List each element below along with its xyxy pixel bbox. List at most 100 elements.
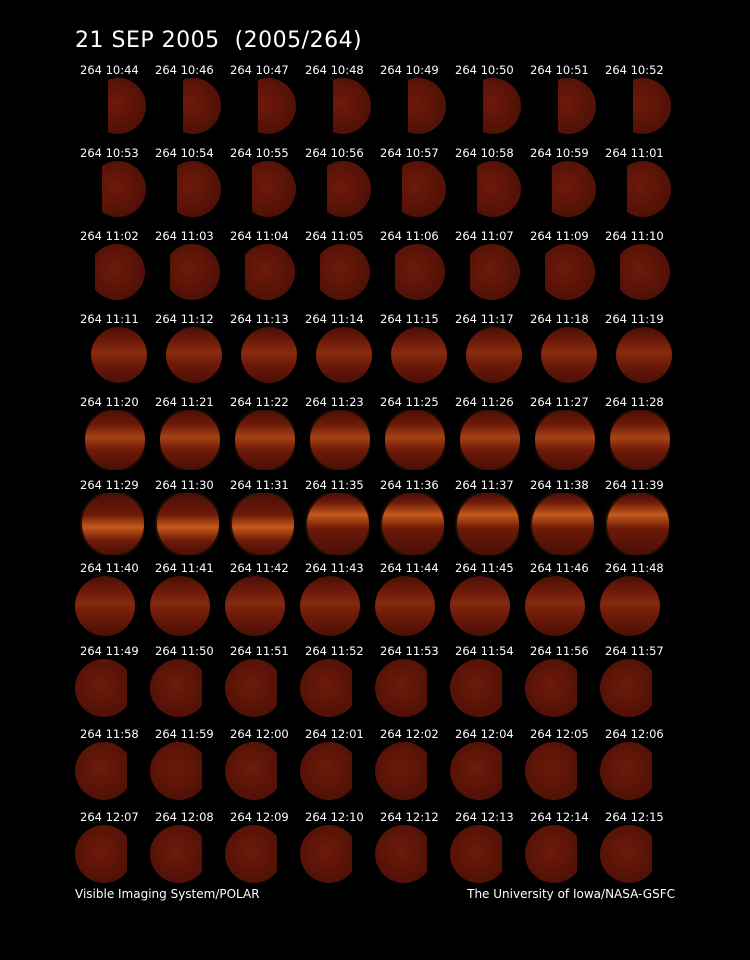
frame-timestamp: 264 12:07: [80, 810, 139, 824]
frame-timestamp: 264 11:37: [455, 478, 514, 492]
earth-disk-image: [183, 78, 221, 134]
earth-disk-image: [160, 410, 220, 470]
earth-disk-image: [235, 410, 295, 470]
earth-disk-image: [300, 576, 360, 636]
frame-timestamp: 264 12:13: [455, 810, 514, 824]
frame-cell: 264 10:47: [225, 63, 300, 148]
earth-disk-image: [610, 410, 670, 470]
frame-timestamp: 264 12:15: [605, 810, 664, 824]
frame-cell: 264 11:14: [300, 313, 375, 397]
frame-cell: 264 11:25: [375, 395, 450, 480]
frame-cell: 264 11:37: [450, 478, 525, 563]
frame-cell: 264 11:40: [75, 562, 150, 646]
frame-timestamp: 264 11:20: [80, 395, 139, 409]
earth-disk-image: [395, 244, 445, 300]
frame-cell: 264 11:26: [450, 395, 525, 480]
frame-cell: 264 11:43: [300, 562, 375, 646]
frame-timestamp: 264 11:25: [380, 395, 439, 409]
frame-timestamp: 264 11:07: [455, 229, 514, 243]
frame-timestamp: 264 12:06: [605, 727, 664, 741]
earth-disk-image: [375, 742, 427, 800]
frame-timestamp: 264 11:23: [305, 395, 364, 409]
frame-cell: 264 11:48: [600, 562, 675, 646]
earth-disk-image: [85, 410, 145, 470]
frame-timestamp: 264 12:05: [530, 727, 589, 741]
earth-disk-image: [327, 161, 371, 217]
frame-cell: 264 11:39: [600, 479, 675, 563]
earth-disk-image: [177, 161, 221, 217]
frame-timestamp: 264 11:26: [455, 395, 514, 409]
frame-timestamp: 264 11:29: [80, 478, 139, 492]
frame-cell: 264 10:50: [450, 64, 525, 148]
frame-timestamp: 264 10:57: [380, 146, 439, 160]
frame-cell: 264 10:53: [75, 147, 150, 231]
frame-timestamp: 264 11:44: [380, 561, 439, 575]
earth-disk-image: [455, 493, 519, 555]
earth-disk-image: [108, 78, 146, 134]
earth-disk-image: [450, 659, 502, 717]
earth-disk-image: [477, 161, 521, 217]
frame-cell: 264 10:44: [75, 64, 150, 148]
frame-cell: 264 12:07: [75, 810, 150, 895]
frame-timestamp: 264 11:18: [530, 312, 589, 326]
frame-cell: 264 11:17: [450, 313, 525, 397]
frame-timestamp: 264 11:28: [605, 395, 664, 409]
institution-credit: The University of Iowa/NASA-GSFC: [467, 887, 675, 901]
frame-cell: 264 11:51: [225, 645, 300, 729]
earth-disk-image: [483, 78, 521, 134]
earth-disk-image: [230, 493, 294, 555]
frame-cell: 264 11:57: [600, 645, 675, 729]
frame-timestamp: 264 11:15: [380, 312, 439, 326]
frame-cell: 264 12:10: [300, 810, 375, 895]
frame-cell: 264 11:49: [75, 645, 150, 729]
frame-cell: 264 10:48: [300, 64, 375, 148]
frame-cell: 264 11:04: [225, 230, 300, 314]
frame-timestamp: 264 10:46: [155, 63, 214, 77]
frame-cell: 264 11:11: [75, 313, 150, 397]
earth-disk-image: [605, 493, 669, 555]
frame-timestamp: 264 12:10: [305, 810, 364, 824]
earth-disk-image: [470, 244, 520, 300]
frame-cell: 264 11:46: [525, 562, 600, 646]
earth-disk-image: [633, 78, 671, 134]
frame-cell: 264 12:00: [225, 728, 300, 812]
earth-disk-image: [535, 410, 595, 470]
frame-cell: 264 11:35: [300, 478, 375, 563]
frame-timestamp: 264 11:35: [305, 478, 364, 492]
earth-disk-image: [150, 576, 210, 636]
earth-disk-image: [402, 161, 446, 217]
frame-cell: 264 11:29: [75, 478, 150, 563]
frame-cell: 264 10:59: [525, 147, 600, 231]
frame-cell: 264 11:09: [525, 230, 600, 314]
earth-disk-image: [375, 825, 427, 883]
frame-cell: 264 12:04: [450, 728, 525, 812]
frame-timestamp: 264 11:12: [155, 312, 214, 326]
frame-timestamp: 264 11:03: [155, 229, 214, 243]
frame-cell: 264 11:42: [225, 562, 300, 646]
earth-disk-image: [450, 576, 510, 636]
frame-cell: 264 11:18: [525, 312, 600, 397]
earth-disk-image: [525, 659, 577, 717]
instrument-credit: Visible Imaging System/POLAR: [75, 887, 260, 901]
earth-disk-image: [245, 244, 295, 300]
earth-disk-image: [627, 161, 671, 217]
frame-timestamp: 264 10:47: [230, 63, 289, 77]
frame-timestamp: 264 10:51: [530, 63, 589, 77]
earth-disk-image: [170, 244, 220, 300]
frame-cell: 264 12:09: [225, 811, 300, 895]
earth-disk-image: [375, 576, 435, 636]
frame-cell: 264 10:51: [525, 63, 600, 148]
earth-disk-image: [300, 742, 352, 800]
frame-timestamp: 264 11:56: [530, 644, 589, 658]
frame-timestamp: 264 11:59: [155, 727, 214, 741]
frame-cell: 264 11:15: [375, 312, 450, 397]
frame-timestamp: 264 11:31: [230, 478, 289, 492]
frame-timestamp: 264 11:02: [80, 229, 139, 243]
earth-disk-image: [525, 576, 585, 636]
earth-disk-image: [225, 742, 277, 800]
frame-cell: 264 11:23: [300, 395, 375, 480]
frame-cell: 264 11:52: [300, 645, 375, 729]
frame-cell: 264 11:07: [450, 229, 525, 314]
frame-cell: 264 12:01: [300, 728, 375, 812]
earth-disk-image: [375, 659, 427, 717]
